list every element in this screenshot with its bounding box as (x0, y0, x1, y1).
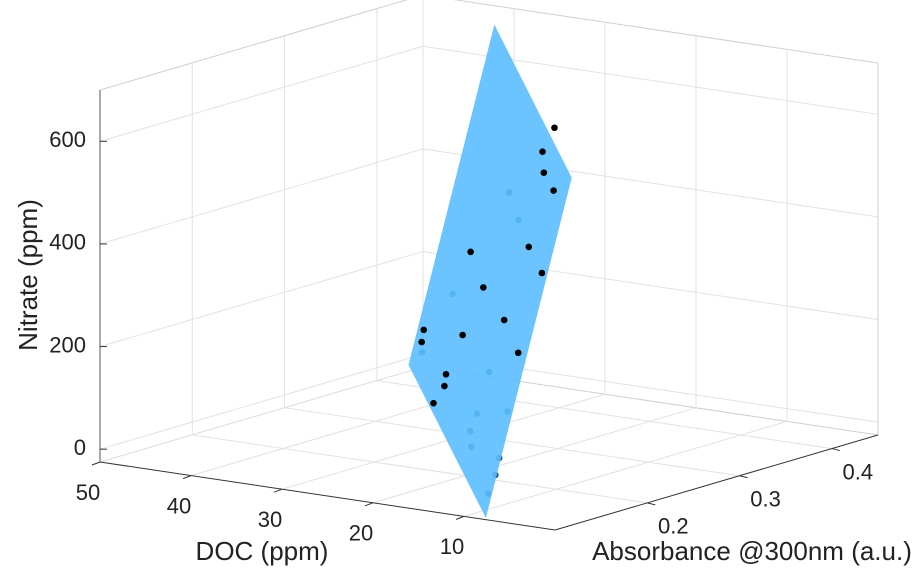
marks-layer (408, 24, 572, 519)
y-tick (739, 475, 748, 479)
data-point (442, 370, 450, 378)
box-edge (99, 0, 408, 91)
x-tick (182, 475, 192, 480)
data-point (540, 169, 548, 176)
data-point (441, 382, 448, 390)
x-tick (91, 461, 101, 466)
z-axis-title: Nitrate (ppm) (13, 199, 43, 351)
x-tick (455, 515, 465, 520)
data-point (538, 269, 546, 277)
data-point (550, 187, 557, 194)
data-point (500, 316, 508, 324)
data-point (418, 338, 425, 346)
z-tick-label: 600 (49, 127, 86, 152)
z-tick-label: 400 (49, 230, 86, 255)
y-tick (647, 502, 656, 506)
y-axis-title: Absorbance @300nm (a.u.) (592, 536, 912, 566)
data-point (551, 124, 558, 132)
y-tick-label: 0.2 (658, 514, 689, 539)
x-tick (273, 488, 283, 493)
data-point (430, 399, 437, 407)
x-tick-label: 10 (440, 534, 464, 559)
box-edge (453, 0, 879, 64)
data-point (459, 331, 466, 339)
data-point (467, 248, 474, 256)
grid-line (191, 62, 648, 504)
y-tick (831, 448, 840, 452)
data-point (514, 349, 522, 357)
data-point (480, 284, 487, 291)
x-axis-line (99, 461, 556, 531)
grid-line (376, 8, 832, 450)
y-tick-label: 0.3 (750, 487, 781, 512)
z-tick-label: 200 (49, 332, 86, 357)
fit-plane (408, 24, 572, 519)
x-tick-label: 40 (167, 493, 191, 518)
data-point (539, 148, 546, 156)
x-tick (364, 502, 374, 507)
data-point (420, 326, 428, 334)
x-tick-label: 20 (349, 521, 373, 546)
x-tick-label: 30 (258, 507, 282, 532)
z-tick-label: 0 (74, 435, 86, 460)
grid-line (281, 22, 606, 490)
grid-line (284, 35, 740, 477)
y-axis-line (554, 434, 879, 531)
grid-line (463, 49, 788, 517)
grid-line (99, 0, 424, 463)
x-axis-title: DOC (ppm) (196, 536, 329, 566)
x-tick-label: 50 (76, 480, 100, 505)
y-tick-label: 0.4 (843, 459, 874, 484)
data-point (525, 243, 533, 251)
